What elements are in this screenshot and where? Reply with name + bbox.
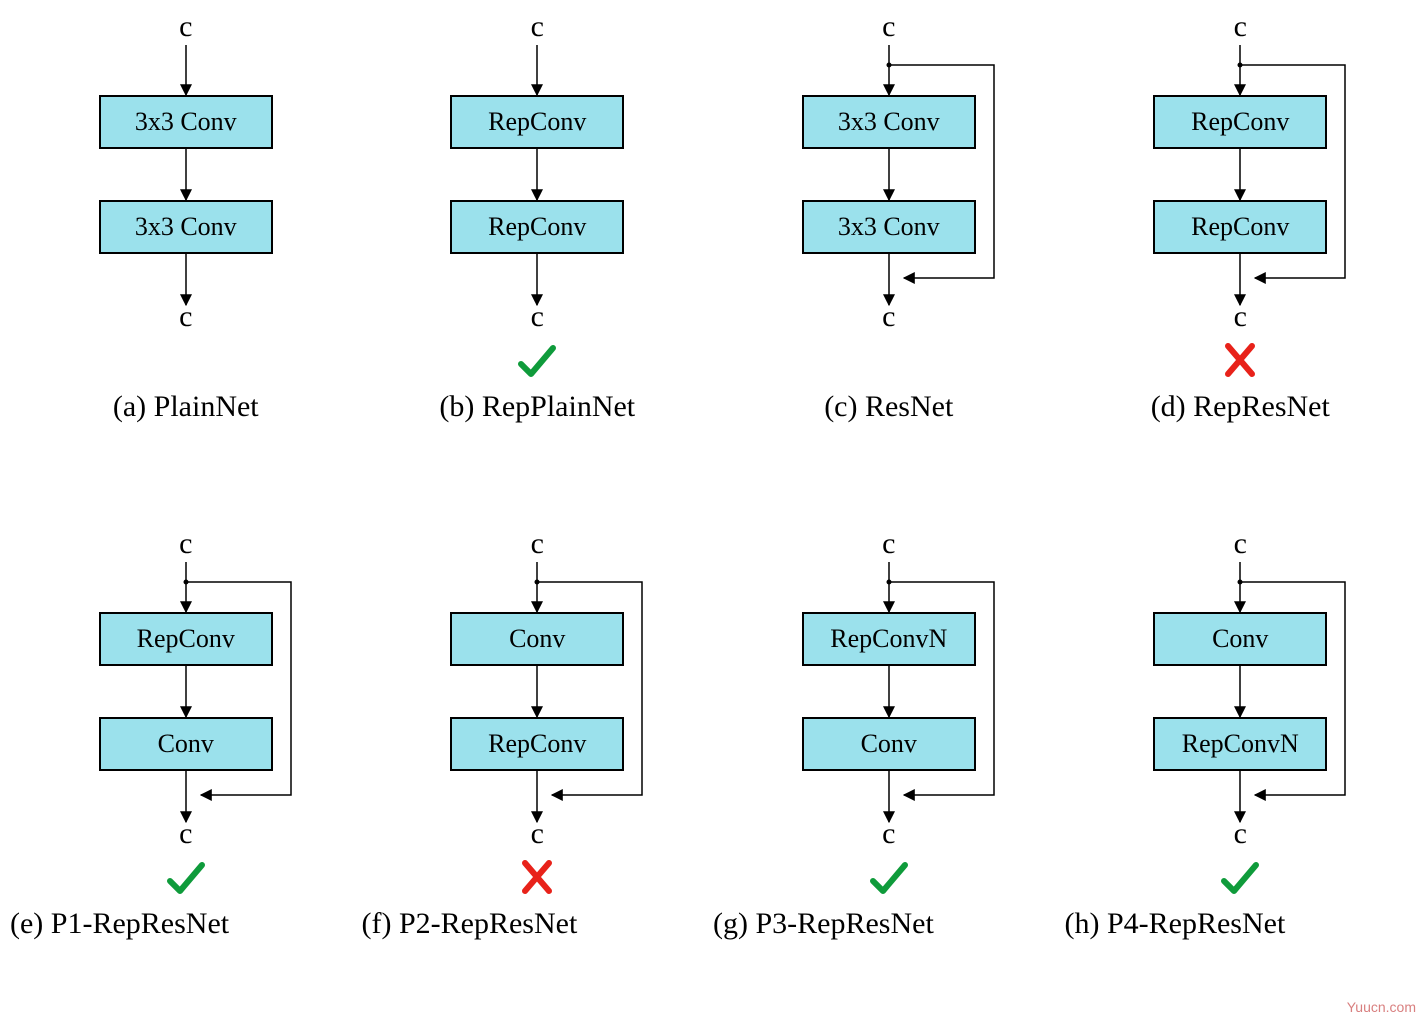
caption: (g) P3-RepResNet (713, 907, 934, 941)
caption: (d) RepResNet (1151, 390, 1330, 424)
output-label: c (179, 300, 192, 334)
caption: (c) ResNet (824, 390, 953, 424)
mark (1218, 857, 1262, 911)
output-label: c (882, 817, 895, 851)
cross-icon (1222, 340, 1258, 380)
output-label: c (1234, 300, 1247, 334)
block-1: 3x3 Conv (99, 95, 273, 149)
cell-c: c 3x3 Conv 3x3 Conv c (c) ResNet (713, 10, 1065, 497)
output-label: c (882, 300, 895, 334)
block-2: Conv (802, 717, 976, 771)
cell-b: c RepConv RepConv c (b) RepPlainNet (362, 10, 714, 497)
arrows (46, 10, 326, 340)
caption: (h) P4-RepResNet (1065, 907, 1286, 941)
check-icon (515, 340, 559, 384)
mark (515, 340, 559, 394)
input-label: c (179, 10, 192, 44)
arrows (397, 527, 677, 857)
diagram: c 3x3 Conv 3x3 Conv c (749, 10, 1029, 340)
block-2: RepConv (450, 200, 624, 254)
arrows (46, 527, 326, 857)
output-label: c (531, 300, 544, 334)
diagram: c RepConvN Conv c (749, 527, 1029, 857)
block-1: Conv (450, 612, 624, 666)
caption: (e) P1-RepResNet (10, 907, 229, 941)
diagram: c 3x3 Conv 3x3 Conv c (46, 10, 326, 340)
block-2: RepConvN (1153, 717, 1327, 771)
block-2: 3x3 Conv (802, 200, 976, 254)
cross-icon (519, 857, 555, 897)
caption: (b) RepPlainNet (439, 390, 635, 424)
output-label: c (179, 817, 192, 851)
check-icon (1218, 857, 1262, 901)
block-2: RepConv (1153, 200, 1327, 254)
arrows (749, 10, 1029, 340)
check-icon (164, 857, 208, 901)
check-icon (867, 857, 911, 901)
input-label: c (882, 10, 895, 44)
diagram: c Conv RepConv c (397, 527, 677, 857)
cell-a: c 3x3 Conv 3x3 Conv c (a) PlainNet (10, 10, 362, 497)
caption: (a) PlainNet (113, 390, 259, 424)
input-label: c (531, 10, 544, 44)
block-1: RepConvN (802, 612, 976, 666)
cell-h: c Conv RepConvN c (h) P4-RepResNet (1065, 527, 1417, 1014)
input-label: c (882, 527, 895, 561)
mark (164, 857, 208, 911)
cell-e: c RepConv Conv c (e) P1-RepResNet (10, 527, 362, 1014)
arrows (397, 10, 677, 340)
arrows (749, 527, 1029, 857)
diagram-grid: c 3x3 Conv 3x3 Conv c (a) PlainNet c Rep… (10, 10, 1416, 1013)
block-2: Conv (99, 717, 273, 771)
cell-f: c Conv RepConv c (f) P2-RepResNet (362, 527, 714, 1014)
diagram: c RepConv Conv c (46, 527, 326, 857)
diagram: c RepConv RepConv c (1100, 10, 1380, 340)
caption: (f) P2-RepResNet (362, 907, 578, 941)
block-1: Conv (1153, 612, 1327, 666)
output-label: c (1234, 817, 1247, 851)
arrows (1100, 527, 1380, 857)
block-1: RepConv (99, 612, 273, 666)
block-2: RepConv (450, 717, 624, 771)
block-2: 3x3 Conv (99, 200, 273, 254)
watermark: Yuucn.com (1347, 999, 1416, 1015)
input-label: c (1234, 10, 1247, 44)
block-1: RepConv (1153, 95, 1327, 149)
arrows (1100, 10, 1380, 340)
input-label: c (531, 527, 544, 561)
mark (519, 857, 555, 907)
mark (867, 857, 911, 911)
cell-g: c RepConvN Conv c (g) P3-RepResNet (713, 527, 1065, 1014)
cell-d: c RepConv RepConv c (d) RepResNet (1065, 10, 1417, 497)
input-label: c (1234, 527, 1247, 561)
input-label: c (179, 527, 192, 561)
output-label: c (531, 817, 544, 851)
mark (1222, 340, 1258, 390)
block-1: RepConv (450, 95, 624, 149)
diagram: c Conv RepConvN c (1100, 527, 1380, 857)
diagram: c RepConv RepConv c (397, 10, 677, 340)
block-1: 3x3 Conv (802, 95, 976, 149)
